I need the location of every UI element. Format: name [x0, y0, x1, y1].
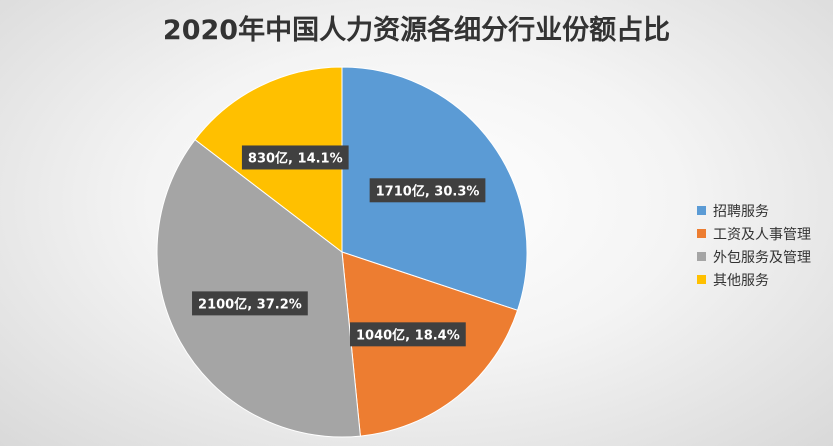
data-label-box	[369, 178, 486, 203]
data-label-text: 1710亿, 30.3%	[376, 183, 480, 199]
legend-item-payroll-hr: 工资及人事管理	[697, 222, 811, 245]
data-label-payroll-hr: 1040亿, 18.4%	[350, 322, 466, 347]
data-label-box	[350, 322, 466, 347]
data-label-text: 830亿, 14.1%	[248, 150, 343, 166]
legend-label: 招聘服务	[713, 203, 769, 220]
legend-label: 工资及人事管理	[713, 226, 811, 243]
legend-swatch	[697, 206, 706, 215]
legend: 招聘服务 工资及人事管理 外包服务及管理 其他服务	[697, 199, 811, 291]
legend-item-other: 其他服务	[697, 268, 811, 291]
data-label-recruitment: 1710亿, 30.3%	[369, 178, 486, 203]
legend-swatch	[697, 252, 706, 261]
slice-outsourcing	[156, 138, 361, 438]
legend-swatch	[697, 275, 706, 284]
legend-label: 外包服务及管理	[713, 249, 811, 266]
data-label-text: 1040亿, 18.4%	[356, 327, 460, 343]
data-label-other: 830亿, 14.1%	[241, 145, 349, 170]
chart-title: 2020年中国人力资源各细分行业份额占比	[162, 15, 671, 46]
legend-label: 其他服务	[713, 272, 769, 289]
legend-swatch	[697, 229, 706, 238]
legend-item-recruitment: 招聘服务	[697, 199, 811, 222]
data-label-outsourcing: 2100亿, 37.2%	[192, 291, 308, 316]
legend-item-outsourcing: 外包服务及管理	[697, 245, 811, 268]
data-label-text: 2100亿, 37.2%	[198, 296, 302, 312]
data-label-box	[241, 145, 349, 170]
data-label-box	[192, 291, 308, 316]
